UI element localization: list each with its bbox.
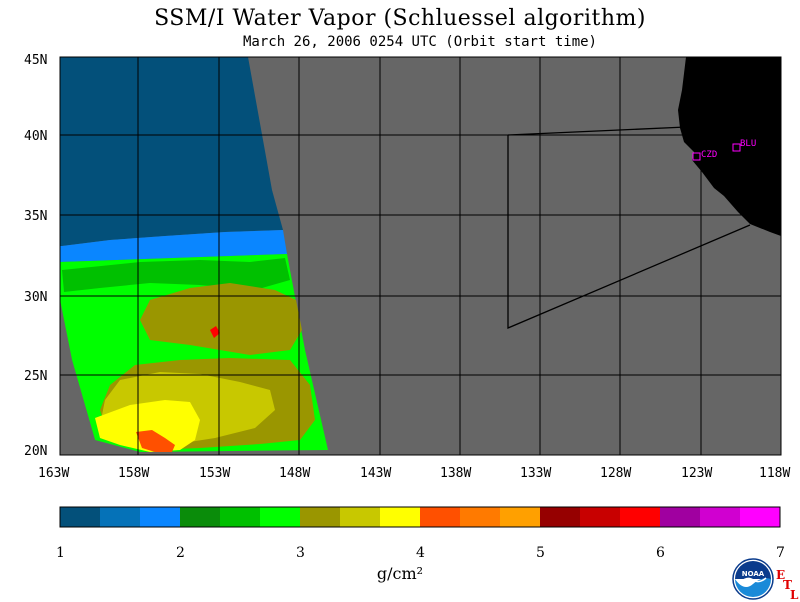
colorbar-swatch xyxy=(580,507,621,527)
colorbar-swatch xyxy=(340,507,381,527)
colorbar-tick-label: 1 xyxy=(56,545,65,561)
lat-tick-label: 25N xyxy=(24,369,47,384)
colorbar-border xyxy=(59,506,781,528)
lon-tick-label: 123W xyxy=(681,466,712,481)
etl-letter-e: E xyxy=(776,568,786,582)
lon-tick-label: 133W xyxy=(520,466,551,481)
lon-tick-label: 163W xyxy=(38,466,69,481)
chart-subtitle: March 26, 2006 0254 UTC (Orbit start tim… xyxy=(242,34,597,50)
california-land xyxy=(678,57,781,236)
lon-tick-label: 148W xyxy=(279,466,310,481)
lon-tick-label: 143W xyxy=(360,466,391,481)
lon-tick-labels: 163W 158W 153W 148W 143W 138W 133W 128W … xyxy=(38,466,790,481)
colorbar-tick-label: 4 xyxy=(416,545,425,561)
flight-track xyxy=(507,135,751,329)
lat-tick-label: 30N xyxy=(24,290,47,305)
colorbar-swatch xyxy=(420,507,461,527)
lon-tick-label: 118W xyxy=(759,466,790,481)
colorbar-swatch xyxy=(180,507,221,527)
colorbar-swatch xyxy=(220,507,261,527)
colorbar-swatch xyxy=(380,507,421,527)
station-markers: CZD BLU xyxy=(692,139,756,161)
colorbar-tick-label: 3 xyxy=(296,545,305,561)
colorbar-swatch xyxy=(260,507,301,527)
lat-tick-label: 40N xyxy=(24,129,47,144)
colorbar-swatch xyxy=(620,507,661,527)
colorbar-swatch xyxy=(460,507,501,527)
station-label-czd: CZD xyxy=(701,150,717,160)
station-label-blu: BLU xyxy=(740,139,756,149)
colorbar-swatch xyxy=(500,507,541,527)
lon-tick-label: 138W xyxy=(440,466,471,481)
lon-tick-label: 128W xyxy=(600,466,631,481)
lon-tick-label: 153W xyxy=(199,466,230,481)
colorbar-swatch xyxy=(540,507,581,527)
noaa-logo: NOAA xyxy=(732,558,774,600)
chart-title: SSM/I Water Vapor (Schluessel algorithm) xyxy=(154,6,646,31)
swath-olive-north xyxy=(140,283,302,355)
colorbar-swatch xyxy=(740,507,781,527)
lat-tick-label: 35N xyxy=(24,209,47,224)
colorbar-tick-label: 7 xyxy=(776,545,785,561)
water-vapor-swath xyxy=(60,57,328,455)
lat-lon-grid xyxy=(60,57,781,455)
swath-orange xyxy=(136,430,175,452)
colorbar-swatch xyxy=(60,507,101,527)
colorbar-swatch xyxy=(700,507,741,527)
lat-tick-label: 20N xyxy=(24,444,47,459)
etl-letter-l: L xyxy=(790,588,799,602)
lat-tick-label: 45N xyxy=(24,53,47,68)
swath-yellow xyxy=(95,400,200,452)
station-marker-czd xyxy=(692,152,701,161)
swath-red-spot xyxy=(210,326,220,338)
noaa-logo-text: NOAA xyxy=(742,570,765,578)
colorbar-swatch xyxy=(660,507,701,527)
flight-track-top xyxy=(507,126,687,136)
colorbar-unit-label: g/cm² xyxy=(376,564,424,583)
colorbar-swatch xyxy=(300,507,341,527)
colorbar-swatch xyxy=(100,507,141,527)
colorbar xyxy=(60,507,781,527)
map-plot-area xyxy=(60,57,781,455)
lon-tick-label: 158W xyxy=(118,466,149,481)
swath-blue xyxy=(60,230,287,262)
lat-tick-labels: 45N 40N 35N 30N 25N 20N xyxy=(24,53,47,459)
colorbar-tick-label: 5 xyxy=(536,545,545,561)
colorbar-swatch xyxy=(140,507,181,527)
station-marker-blu xyxy=(732,143,741,152)
colorbar-tick-label: 6 xyxy=(656,545,665,561)
plot-border xyxy=(59,56,782,456)
etl-letter-t: T xyxy=(783,578,792,592)
swath-west-edge-nodata xyxy=(60,300,95,455)
swath-dark-blue xyxy=(60,57,283,246)
colorbar-tick-label: 2 xyxy=(176,545,185,561)
colorbar-tick-labels: 1 2 3 4 5 6 7 xyxy=(56,545,785,561)
